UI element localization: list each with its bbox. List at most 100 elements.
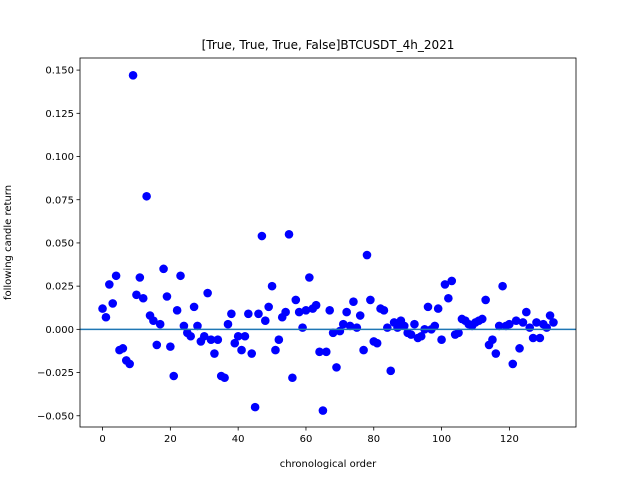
data-point [311,300,321,310]
data-point [410,319,419,329]
data-point [508,359,518,369]
data-point [545,311,555,320]
data-point [230,338,240,348]
data-point [271,345,280,355]
data-points [98,70,558,415]
data-point [383,323,392,332]
y-axis-ticks: −0.050 −0.025 0.000 0.025 0.050 0.075 0.100 0.1… [37,66,80,422]
data-point [491,349,501,358]
data-point [274,335,284,345]
data-point [318,406,328,415]
y-tick-label: −0.025 [37,368,74,379]
data-point [179,321,189,331]
data-point [535,333,545,343]
data-point [298,323,307,332]
data-point [223,319,233,329]
data-point [294,307,304,317]
x-tick-label: 80 [367,434,380,445]
data-point [386,366,396,376]
data-point [250,402,260,412]
data-point [108,299,118,308]
x-tick-label: 100 [432,434,451,445]
data-point [166,342,175,351]
data-point [199,331,209,341]
plot-frame [79,57,577,428]
x-tick-label: 20 [164,434,177,445]
data-point [237,345,246,355]
data-point [505,319,514,329]
data-point [142,191,151,201]
data-point [132,290,141,300]
y-tick-label: 0.025 [45,282,74,293]
y-tick-label: 0.075 [45,195,74,206]
data-point [372,338,382,348]
data-point [511,316,521,326]
data-point [264,302,273,312]
data-point [406,330,416,339]
y-axis-title: following candle return [3,185,14,300]
data-point [477,314,487,324]
data-point [399,321,409,331]
data-point [301,306,311,315]
data-point [525,323,535,332]
x-tick-label: 40 [232,434,245,445]
data-point [172,306,182,315]
data-point [325,306,335,315]
data-point [254,309,263,319]
data-point [315,347,324,357]
data-point [135,273,145,282]
data-point [433,304,443,313]
y-tick-label: 0.150 [45,66,74,77]
data-point [291,295,301,305]
data-point [240,331,250,341]
data-point [244,309,253,319]
data-point [447,276,457,286]
data-point [152,340,162,350]
data-point [138,293,148,303]
data-point [189,302,199,312]
data-point [366,295,375,305]
data-point [518,318,528,327]
x-axis-ticks: 0 20 40 60 80 100 120 [99,427,519,445]
data-point [105,280,114,289]
data-point [322,347,331,357]
data-point [542,323,551,332]
x-tick-label: 0 [99,434,105,445]
data-point [203,288,212,298]
y-tick-label: 0.125 [45,109,74,120]
data-point [528,333,538,343]
data-point [416,331,426,341]
chart-title: [True, True, True, False]BTCUSDT_4h_2021 [202,38,455,52]
data-point [481,295,490,305]
data-point [352,323,362,332]
data-point [349,297,358,307]
data-point [193,321,202,331]
data-point [342,307,351,317]
data-point [328,328,338,338]
data-point [379,306,389,315]
data-point [454,328,463,338]
data-point [444,293,453,303]
data-point [210,349,219,358]
y-tick-label: 0.100 [45,152,74,163]
data-point [362,250,372,260]
data-point [355,311,365,320]
data-point [488,335,497,345]
data-point [257,231,267,241]
data-point [267,281,277,291]
data-point [498,281,507,291]
data-point [162,292,172,301]
x-tick-label: 60 [300,434,313,445]
data-point [359,345,368,355]
data-point [288,373,297,383]
data-point [169,371,179,381]
data-point [125,359,134,369]
data-point [423,302,433,312]
data-point [305,273,314,282]
data-point [227,309,236,319]
data-point [345,321,355,331]
data-point [98,304,107,313]
data-point [155,319,165,329]
data-point [284,229,294,239]
data-point [159,264,168,274]
